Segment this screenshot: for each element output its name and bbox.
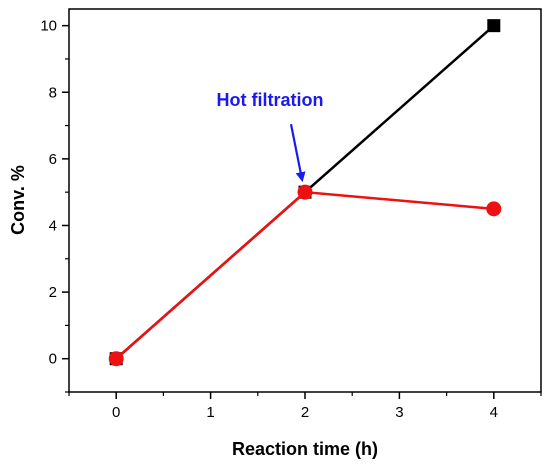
y-tick-label: 4 bbox=[49, 217, 57, 234]
data-point-circle bbox=[297, 184, 313, 200]
y-tick-label: 6 bbox=[49, 151, 57, 168]
y-tick-label: 10 bbox=[40, 18, 57, 35]
plot-frame bbox=[68, 8, 542, 393]
x-axis-title: Reaction time (h) bbox=[232, 439, 378, 459]
data-point-circle bbox=[486, 201, 502, 217]
data-point-circle bbox=[108, 351, 124, 367]
series-layer bbox=[108, 19, 502, 367]
y-axis-title: Conv. % bbox=[8, 165, 28, 235]
y-tick-label: 8 bbox=[49, 84, 57, 101]
annotation-label: Hot filtration bbox=[217, 90, 324, 110]
annotation-arrow bbox=[289, 123, 306, 183]
y-tick-label: 0 bbox=[49, 351, 57, 368]
series-line-2 bbox=[115, 190, 494, 360]
x-tick-label: 4 bbox=[490, 404, 498, 421]
x-tick-label: 2 bbox=[301, 404, 309, 421]
x-tick-label: 1 bbox=[206, 404, 214, 421]
y-tick-label: 2 bbox=[49, 284, 57, 301]
x-tick-label: 0 bbox=[112, 404, 120, 421]
axis-ticks: 0 1 2 3 4 0 2 4 6 8 10 bbox=[40, 18, 542, 421]
x-tick-label: 3 bbox=[395, 404, 403, 421]
annotation-layer: Hot filtration bbox=[217, 90, 324, 183]
data-point-square bbox=[487, 19, 501, 33]
